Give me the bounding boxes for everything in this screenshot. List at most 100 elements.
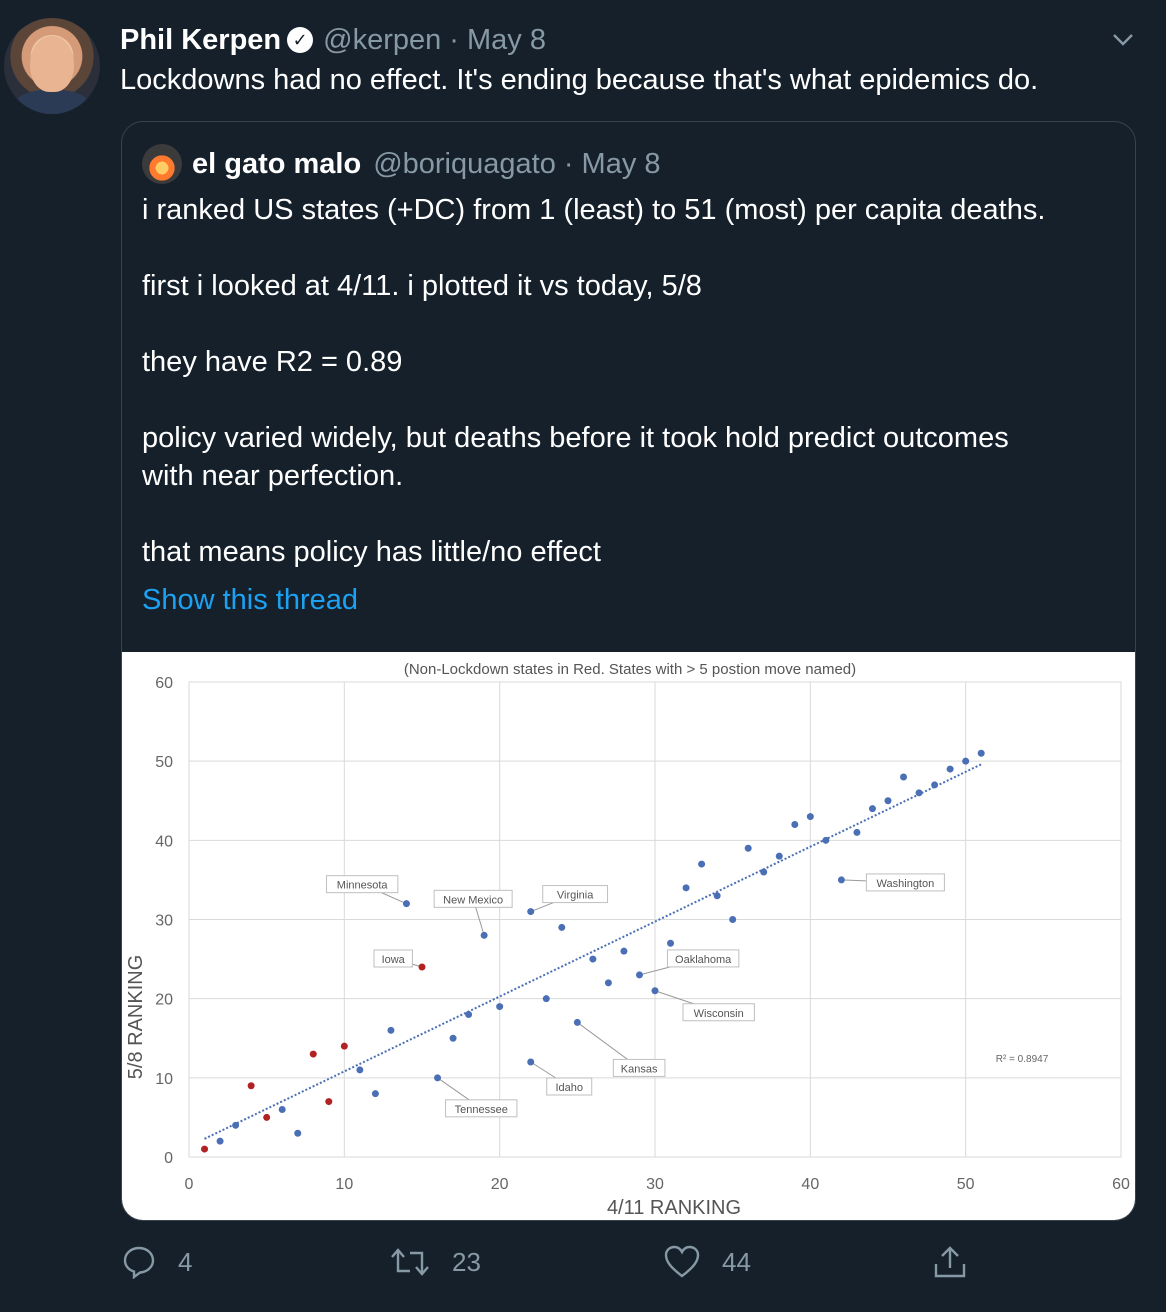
author-avatar[interactable]	[4, 18, 100, 114]
x-tick-label: 0	[185, 1176, 194, 1193]
reply-count: 4	[178, 1246, 193, 1277]
scatter-chart: (Non-Lockdown states in Red. States with…	[122, 652, 1135, 1220]
verified-badge-icon: ✓	[287, 27, 314, 53]
tweet-actions: 4 23 44	[0, 1240, 1166, 1290]
y-tick-label: 50	[155, 754, 173, 771]
data-point	[527, 1058, 535, 1066]
annotation-label: Kansas	[621, 1063, 658, 1075]
data-point	[931, 781, 939, 789]
reply-button[interactable]: 4	[122, 1240, 192, 1284]
quoted-tweet[interactable]: el gato malo @boriquagato · May 8 i rank…	[121, 121, 1136, 1221]
quote-text-line: they have R2 = 0.89	[142, 346, 403, 378]
annotation-label: Virginia	[557, 890, 594, 902]
annotation-box	[445, 1099, 518, 1118]
annotation-box	[865, 873, 945, 892]
data-point	[868, 805, 876, 813]
author-handle[interactable]: @kerpen	[323, 23, 442, 56]
data-point	[542, 995, 550, 1003]
annotation-label: Minnesota	[337, 880, 389, 892]
annotation-box	[546, 1077, 593, 1096]
annotation-label: Iowa	[382, 954, 406, 966]
data-point	[853, 828, 861, 836]
annotation-box	[666, 949, 740, 968]
quote-text-line: i ranked US states (+DC) from 1 (least) …	[142, 194, 1046, 226]
chart-subtitle: (Non-Lockdown states in Red. States with…	[404, 661, 856, 678]
data-point	[884, 797, 892, 805]
data-point	[635, 971, 643, 979]
trendline	[204, 763, 982, 1140]
data-point	[309, 1050, 317, 1058]
annotation-label: Washington	[877, 878, 935, 890]
annotation-box	[325, 875, 399, 894]
data-point	[837, 876, 845, 884]
data-point	[216, 1137, 224, 1145]
data-point	[946, 765, 954, 773]
data-point	[449, 1034, 457, 1042]
data-point	[496, 1003, 504, 1011]
data-point	[418, 963, 426, 971]
y-tick-label: 60	[155, 675, 173, 692]
quote-text-line: policy varied widely, but deaths before …	[142, 422, 1009, 454]
share-button[interactable]	[932, 1240, 990, 1284]
data-point	[294, 1129, 302, 1137]
y-tick-label: 10	[155, 1071, 173, 1088]
retweet-count: 23	[452, 1246, 481, 1277]
data-point	[977, 749, 985, 757]
data-point	[558, 923, 566, 931]
data-point	[387, 1026, 395, 1034]
show-thread-link[interactable]: Show this thread	[142, 584, 359, 616]
avatar-shirt	[14, 90, 90, 114]
data-point	[465, 1011, 473, 1018]
data-point	[527, 908, 535, 916]
chart-svg: (Non-Lockdown states in Red. States with…	[125, 661, 1130, 1219]
data-point	[620, 947, 628, 955]
data-point	[371, 1090, 379, 1098]
annotation-box	[373, 949, 413, 968]
retweet-icon	[391, 1248, 429, 1276]
x-tick-label: 50	[957, 1176, 975, 1193]
quote-text-line: that means policy has little/no effect	[142, 536, 601, 568]
r2-label: R² = 0.8947	[996, 1054, 1049, 1065]
y-tick-label: 30	[155, 913, 173, 930]
y-tick-label: 40	[155, 833, 173, 850]
annotation-label: New Mexico	[443, 894, 503, 906]
data-point	[900, 773, 908, 781]
data-point	[402, 900, 410, 908]
data-point	[263, 1113, 271, 1121]
data-point	[713, 892, 721, 900]
author-name[interactable]: Phil Kerpen	[120, 23, 282, 56]
data-point	[667, 939, 675, 947]
data-point	[232, 1121, 240, 1129]
like-button[interactable]: 44	[664, 1240, 751, 1284]
data-point	[589, 955, 597, 963]
annotation-label: Tennessee	[455, 1104, 508, 1116]
y-tick-label: 0	[164, 1150, 173, 1167]
like-count: 44	[722, 1246, 751, 1277]
x-tick-label: 20	[491, 1176, 509, 1193]
x-axis-label: 4/11 RANKING	[607, 1197, 741, 1219]
annotation-box	[612, 1058, 666, 1077]
heart-icon	[664, 1245, 700, 1278]
quote-author-avatar	[142, 144, 182, 184]
x-tick-label: 10	[335, 1176, 353, 1193]
data-point	[247, 1082, 255, 1090]
y-tick-label: 20	[155, 992, 173, 1009]
quote-author-handle: @boriquagato	[373, 147, 556, 180]
data-point	[325, 1098, 333, 1106]
data-point	[682, 884, 690, 892]
data-point	[775, 852, 783, 860]
chevron-down-icon[interactable]	[1110, 26, 1136, 52]
data-point	[806, 813, 814, 821]
retweet-button[interactable]: 23	[390, 1240, 481, 1284]
data-point	[480, 931, 488, 939]
y-axis-label: 5/8 RANKING	[125, 955, 147, 1079]
data-point	[760, 868, 768, 876]
x-tick-label: 60	[1112, 1176, 1130, 1193]
annotation-label: Oaklahoma	[675, 954, 732, 966]
data-point	[744, 844, 752, 852]
data-point	[962, 757, 970, 765]
x-tick-label: 40	[801, 1176, 819, 1193]
share-icon	[934, 1246, 966, 1278]
tweet-date[interactable]: · May 8	[449, 23, 546, 56]
data-point	[434, 1074, 442, 1082]
